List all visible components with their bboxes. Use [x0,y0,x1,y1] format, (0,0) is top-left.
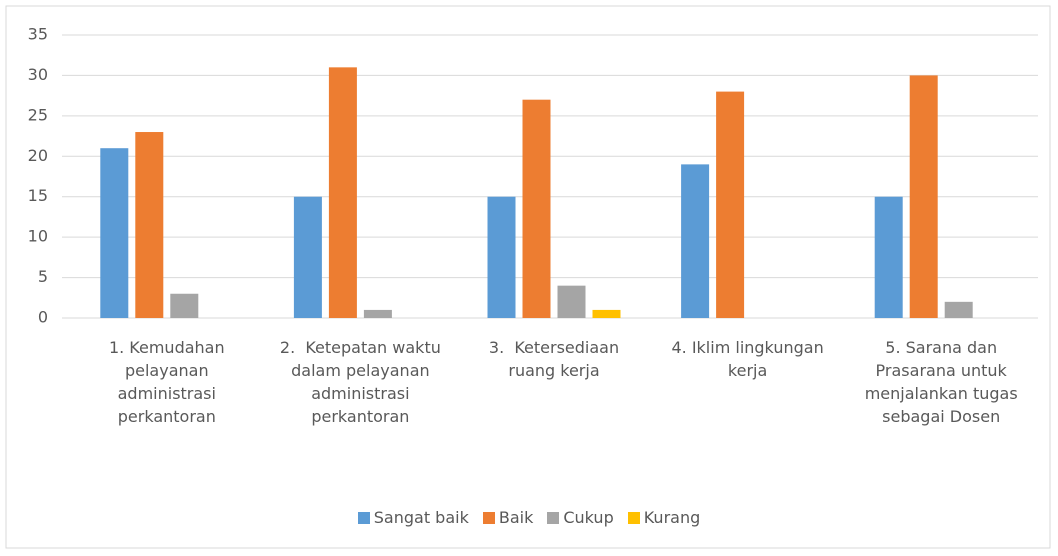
legend-label: Baik [498,508,534,527]
bar [135,132,164,318]
legend-label: Kurang [643,508,701,527]
legend-label: Cukup [563,508,614,527]
legend-item: Sangat baik [357,508,469,527]
legend-swatch [627,511,640,524]
y-tick-label: 30 [28,65,48,84]
bar [487,196,516,318]
y-tick-label: 10 [28,227,48,246]
bar [874,196,903,318]
legend-item: Baik [482,508,534,527]
legend-item: Cukup [547,508,614,527]
y-tick-label: 20 [28,146,48,165]
legend-swatch [357,511,370,524]
bar [170,293,199,318]
bar [681,164,710,318]
y-tick-label: 0 [38,308,48,327]
legend-label: Sangat baik [373,508,469,527]
legend: Sangat baik Baik Cukup Kurang [0,508,1058,527]
legend-swatch [482,511,495,524]
bar [716,91,745,318]
bar [909,75,938,318]
bar [363,309,392,318]
bar [522,99,551,318]
x-tick-label: 3. Ketersediaan ruang kerja [488,338,625,380]
bar [944,301,973,318]
y-tick-label: 5 [38,267,48,286]
x-tick-label: 2. Ketepatan waktu dalam pelayanan admin… [279,338,446,426]
x-tick-label: 5. Sarana dan Prasarana untuk menjalanka… [864,338,1023,426]
bar [293,196,322,318]
x-tick-label: 4. Iklim lingkungan kerja [671,338,829,380]
legend-swatch [547,511,560,524]
y-tick-label: 25 [28,105,48,124]
bar [328,67,357,318]
y-tick-label: 15 [28,186,48,205]
bar [100,148,129,318]
x-tick-label: 1. Kemudahan pelayanan administrasi perk… [108,338,230,426]
y-tick-label: 35 [28,25,48,44]
bar [557,285,586,318]
bar [592,309,621,318]
legend-item: Kurang [627,508,701,527]
